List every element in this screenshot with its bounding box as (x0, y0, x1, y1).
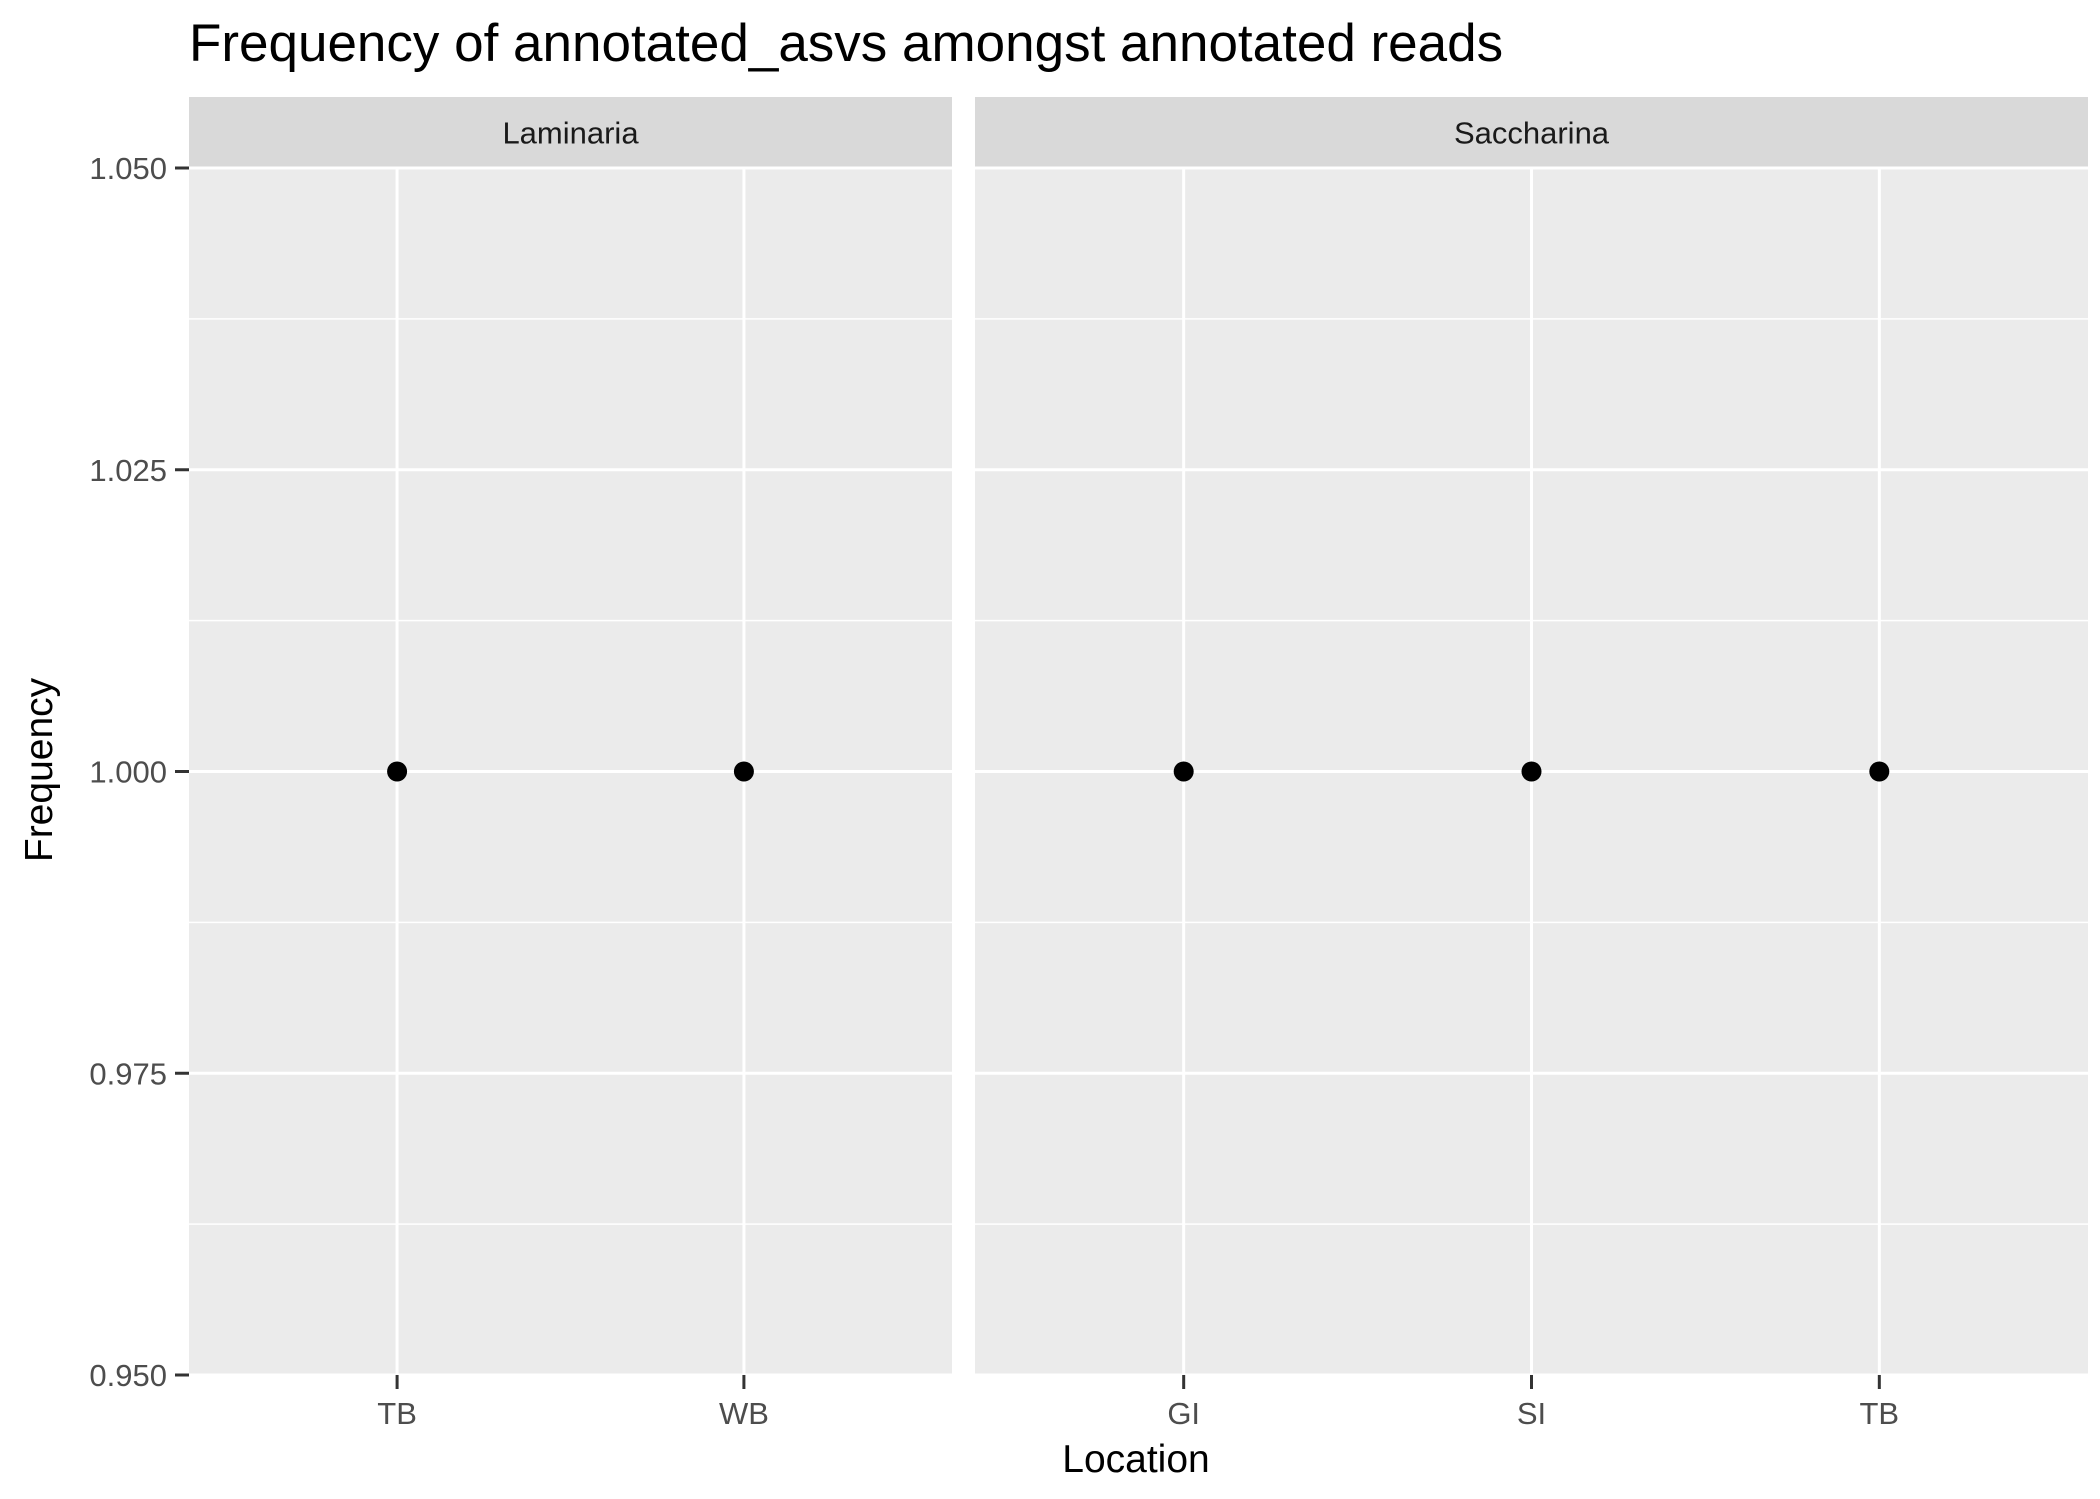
facet-strip-label: Laminaria (502, 116, 639, 151)
data-point (1521, 761, 1542, 782)
facet-panels: Laminaria TB WB Saccharina GI SI TB (189, 97, 2088, 1431)
facet-strip (975, 97, 2088, 168)
facet-strip-label: Saccharina (1454, 116, 1610, 151)
y-tick-label: 0.975 (89, 1056, 167, 1091)
x-axis-title: Location (1062, 1438, 1209, 1481)
data-point (1869, 761, 1890, 782)
data-point (733, 761, 754, 782)
data-point (387, 761, 408, 782)
y-axis-title: Frequency (18, 677, 61, 862)
y-tick-label: 1.000 (89, 755, 167, 790)
y-tick-label: 1.025 (89, 453, 167, 488)
y-tick-label: 1.050 (89, 151, 167, 186)
x-tick-label: SI (1517, 1396, 1546, 1431)
y-axis: 0.950 0.975 1.000 1.025 1.050 (89, 151, 189, 1393)
facet-panel-saccharina: Saccharina GI SI TB (975, 97, 2088, 1431)
facet-panel-laminaria: Laminaria TB WB (189, 97, 952, 1431)
chart-title: Frequency of annotated_asvs amongst anno… (189, 14, 1503, 73)
data-point (1173, 761, 1194, 782)
facet-strip (189, 97, 952, 168)
x-tick-label: TB (1860, 1396, 1900, 1431)
x-tick-label: TB (377, 1396, 417, 1431)
x-tick-label: WB (719, 1396, 769, 1431)
x-tick-label: GI (1167, 1396, 1200, 1431)
y-tick-label: 0.950 (89, 1358, 167, 1393)
